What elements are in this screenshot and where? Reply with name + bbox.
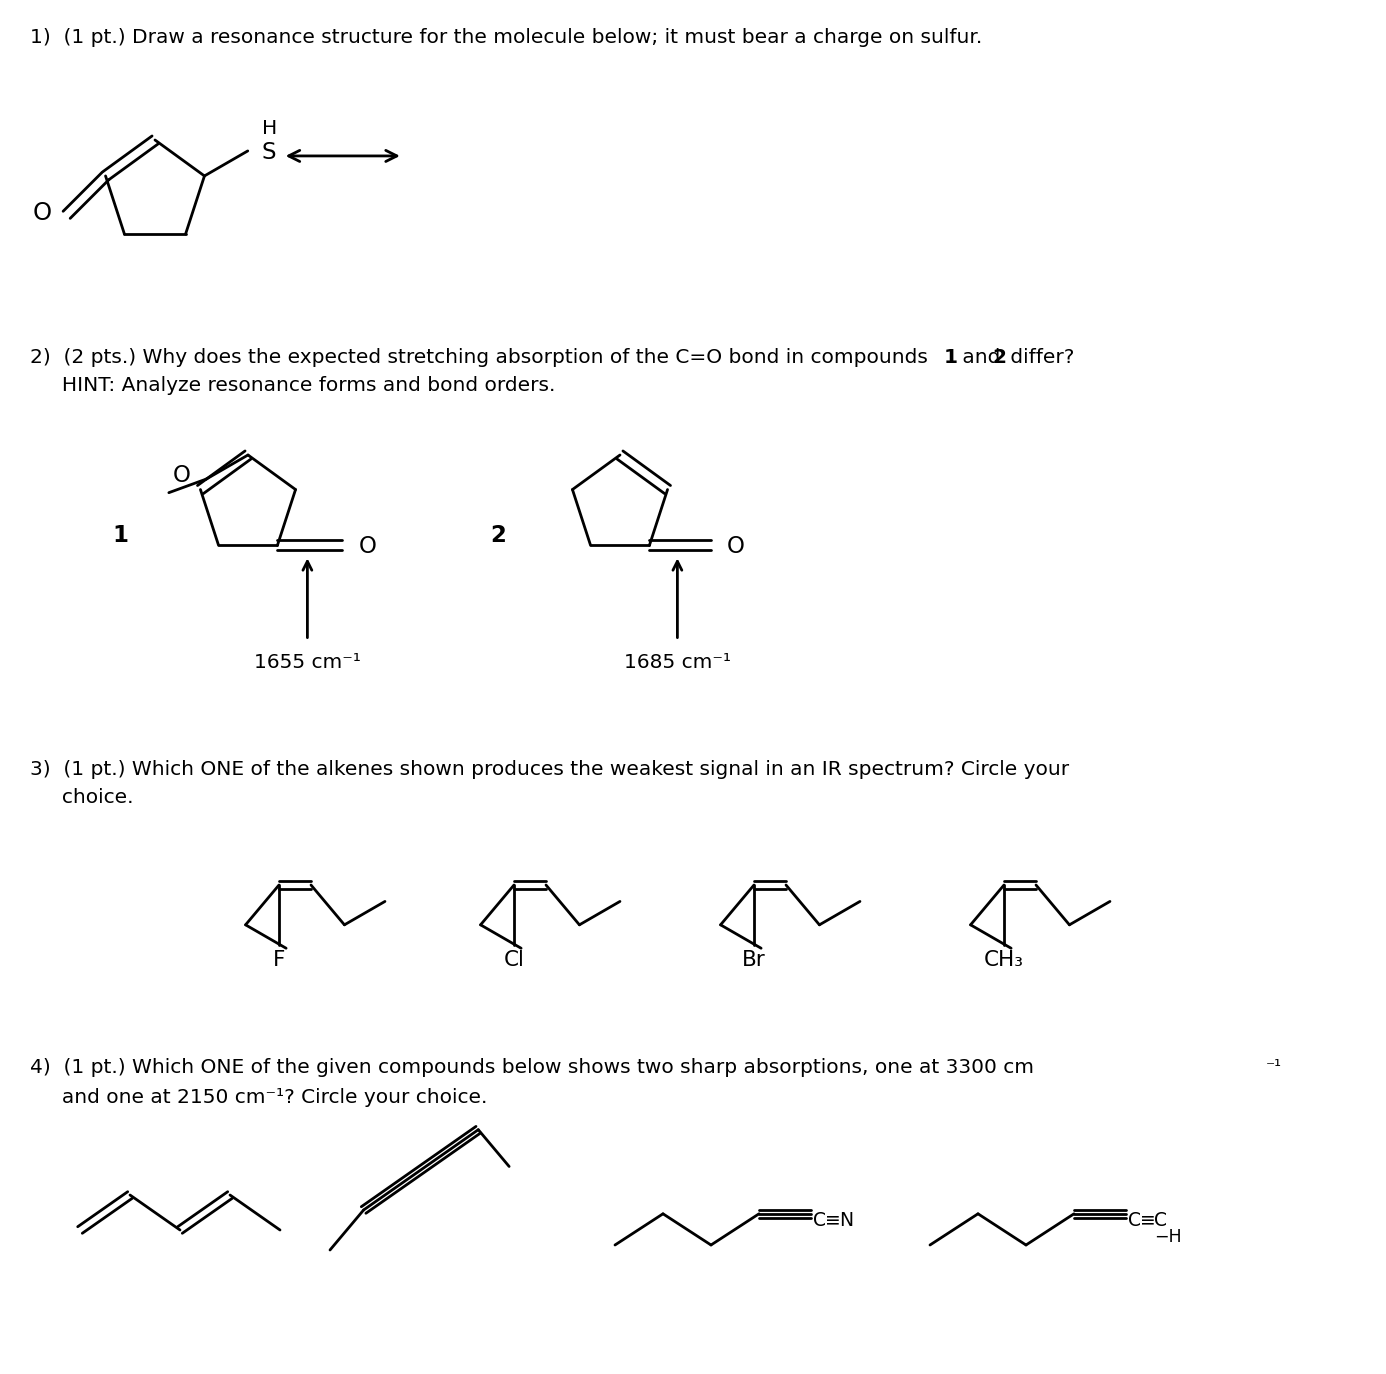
Text: C: C bbox=[1155, 1210, 1167, 1230]
Text: O: O bbox=[172, 463, 190, 486]
Text: 2)  (2 pts.) Why does the expected stretching absorption of the C=O bond in comp: 2) (2 pts.) Why does the expected stretc… bbox=[30, 348, 934, 367]
Text: S: S bbox=[262, 142, 276, 165]
Text: Cl: Cl bbox=[503, 949, 524, 970]
Text: 1: 1 bbox=[112, 523, 128, 547]
Text: C: C bbox=[1128, 1210, 1141, 1230]
Text: ≡: ≡ bbox=[825, 1210, 841, 1230]
Text: N: N bbox=[839, 1210, 854, 1230]
Text: and: and bbox=[956, 348, 1006, 367]
Text: ≡: ≡ bbox=[1141, 1210, 1156, 1230]
Text: O: O bbox=[359, 534, 376, 558]
Text: HINT: Analyze resonance forms and bond orders.: HINT: Analyze resonance forms and bond o… bbox=[30, 376, 556, 394]
Text: F: F bbox=[273, 949, 286, 970]
Text: 1655 cm⁻¹: 1655 cm⁻¹ bbox=[254, 653, 360, 672]
Text: 2: 2 bbox=[491, 523, 506, 547]
Text: O: O bbox=[726, 534, 744, 558]
Text: Br: Br bbox=[742, 949, 766, 970]
Text: choice.: choice. bbox=[30, 789, 133, 807]
Text: 1)  (1 pt.) Draw a resonance structure for the molecule below; it must bear a ch: 1) (1 pt.) Draw a resonance structure fo… bbox=[30, 27, 983, 47]
Text: and one at 2150 cm⁻¹? Circle your choice.: and one at 2150 cm⁻¹? Circle your choice… bbox=[30, 1088, 488, 1107]
Text: 3)  (1 pt.) Which ONE of the alkenes shown produces the weakest signal in an IR : 3) (1 pt.) Which ONE of the alkenes show… bbox=[30, 760, 1069, 779]
Text: ⁻¹: ⁻¹ bbox=[1265, 1058, 1282, 1076]
Text: −H: −H bbox=[1155, 1228, 1182, 1246]
Text: 2: 2 bbox=[992, 348, 1006, 367]
Text: 4)  (1 pt.) Which ONE of the given compounds below shows two sharp absorptions, : 4) (1 pt.) Which ONE of the given compou… bbox=[30, 1058, 1034, 1077]
Text: CH₃: CH₃ bbox=[984, 949, 1024, 970]
Text: C: C bbox=[814, 1210, 826, 1230]
Text: differ?: differ? bbox=[1003, 348, 1074, 367]
Text: H: H bbox=[262, 120, 277, 139]
Text: 1685 cm⁻¹: 1685 cm⁻¹ bbox=[624, 653, 730, 672]
Text: 1: 1 bbox=[944, 348, 958, 367]
Text: O: O bbox=[32, 201, 51, 225]
